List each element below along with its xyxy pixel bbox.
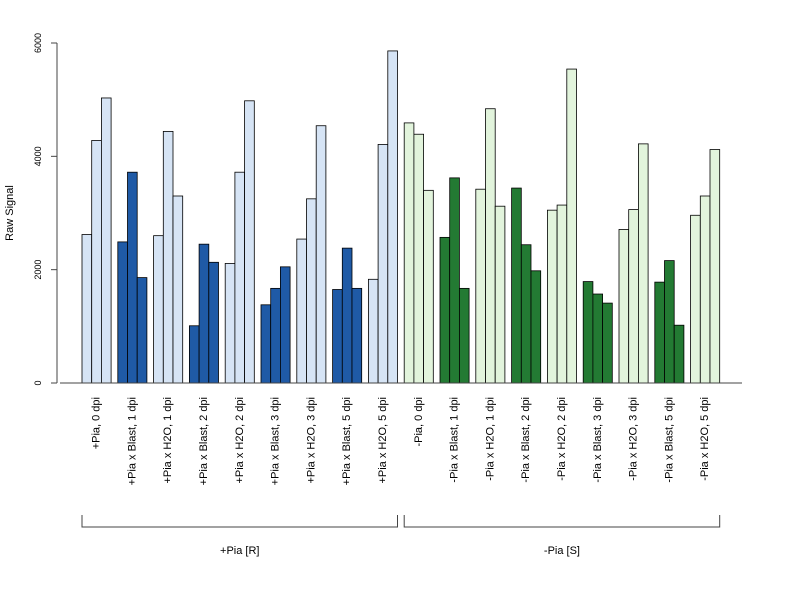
bar — [439, 236, 451, 384]
bar — [458, 287, 470, 384]
bar — [117, 241, 128, 384]
bar — [387, 50, 398, 384]
bar — [136, 277, 148, 384]
bar — [556, 204, 568, 384]
bar — [244, 100, 255, 384]
y-axis-label: Raw Signal — [4, 185, 16, 241]
bar — [413, 133, 424, 384]
bar — [592, 293, 604, 384]
y-tick-label: 4000 — [33, 146, 43, 166]
bar — [403, 122, 415, 384]
category-label: +Pia x H2O, 5 dpi — [377, 397, 389, 484]
category-label: -Pia x H2O, 1 dpi — [484, 397, 496, 481]
category-label: +Pia x H2O, 2 dpi — [234, 397, 246, 484]
category-label: -Pia x H2O, 5 dpi — [699, 397, 711, 481]
group-bracket — [403, 515, 721, 528]
bar — [341, 247, 353, 384]
bar — [332, 289, 343, 384]
bar — [306, 198, 317, 384]
bar — [566, 68, 577, 384]
bar — [638, 143, 649, 384]
bar — [224, 263, 236, 384]
category-label: +Pia, 0 dpi — [91, 397, 103, 449]
bar — [172, 195, 184, 384]
bar — [547, 209, 558, 384]
bar — [101, 97, 112, 384]
bar — [449, 177, 460, 384]
group-label: -Pia [S] — [544, 545, 580, 557]
bar — [234, 171, 245, 384]
category-label: -Pia, 0 dpi — [413, 397, 425, 447]
bar — [279, 266, 291, 384]
category-label: -Pia x Blast, 2 dpi — [520, 397, 532, 483]
bar — [602, 302, 613, 384]
category-label: -Pia x Blast, 1 dpi — [449, 397, 461, 483]
bar — [673, 324, 685, 384]
y-tick-label: 0 — [33, 380, 43, 385]
bar — [296, 238, 307, 384]
bar — [315, 125, 327, 384]
bar — [91, 140, 102, 384]
bar — [127, 171, 138, 384]
bar — [162, 130, 174, 384]
bar — [198, 243, 210, 384]
category-label: +Pia x H2O, 1 dpi — [162, 397, 174, 484]
bar — [153, 235, 164, 384]
category-label: -Pia x H2O, 2 dpi — [556, 397, 568, 481]
group-brackets: +Pia [R] -Pia [S] — [81, 515, 721, 557]
axes-layer — [56, 43, 742, 384]
category-label: -Pia x Blast, 5 dpi — [663, 397, 675, 483]
group-bracket — [81, 515, 398, 528]
y-tick-label: 2000 — [33, 260, 43, 280]
category-label: +Pia x Blast, 2 dpi — [198, 397, 210, 485]
bar — [511, 187, 522, 384]
category-label: +Pia x Blast, 3 dpi — [270, 397, 282, 485]
category-label: +Pia x Blast, 1 dpi — [126, 397, 138, 485]
bar — [188, 325, 200, 384]
bar — [270, 287, 281, 384]
bar — [520, 244, 532, 384]
bar — [530, 270, 542, 384]
bars-layer — [81, 50, 721, 384]
category-label: +Pia x H2O, 3 dpi — [305, 397, 317, 484]
bar — [208, 261, 219, 384]
bar — [494, 205, 506, 384]
bar — [81, 234, 93, 384]
bar — [475, 188, 486, 384]
bar — [260, 304, 272, 384]
category-label: +Pia x Blast, 5 dpi — [341, 397, 353, 485]
category-label: -Pia x H2O, 3 dpi — [628, 397, 640, 481]
bar — [628, 209, 639, 384]
category-label: -Pia x Blast, 3 dpi — [592, 397, 604, 483]
bar — [699, 195, 711, 384]
y-ticks: 0 2000 4000 6000 — [33, 33, 57, 386]
bar — [709, 149, 721, 384]
bar — [690, 214, 701, 384]
bar — [654, 281, 665, 384]
bar — [351, 287, 363, 384]
bar — [423, 189, 434, 384]
bar — [618, 229, 630, 384]
y-tick-label: 6000 — [33, 33, 43, 53]
bar — [664, 260, 675, 384]
bar — [485, 108, 496, 384]
bar — [367, 278, 379, 384]
bar — [582, 281, 594, 384]
group-label: +Pia [R] — [220, 545, 259, 557]
category-labels: +Pia, 0 dpi +Pia x Blast, 1 dpi +Pia x H2O… — [91, 397, 712, 485]
bar — [377, 144, 389, 384]
